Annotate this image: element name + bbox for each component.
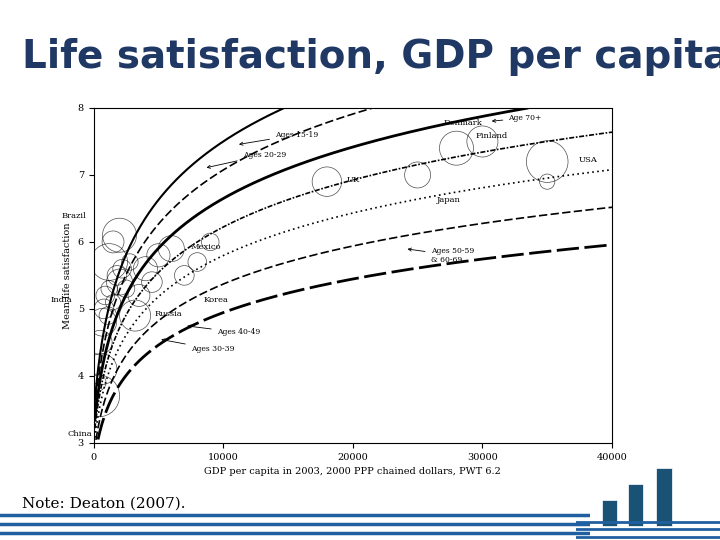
- Point: [204, 238, 216, 246]
- Point: [107, 238, 119, 246]
- Text: Korea: Korea: [204, 296, 229, 304]
- Point: [130, 311, 141, 320]
- FancyBboxPatch shape: [602, 500, 618, 526]
- Text: Life satisfaction, GDP per capita and age: Life satisfaction, GDP per capita and ag…: [22, 38, 720, 76]
- Text: Ages 50-59
& 60-69: Ages 50-59 & 60-69: [408, 247, 474, 264]
- Text: Ages 15-19: Ages 15-19: [240, 131, 318, 145]
- Point: [97, 318, 109, 327]
- Point: [114, 231, 125, 240]
- Text: Russia: Russia: [155, 309, 182, 318]
- Point: [99, 291, 111, 300]
- FancyBboxPatch shape: [657, 468, 672, 526]
- Text: Denmark: Denmark: [444, 119, 482, 127]
- Point: [91, 378, 103, 387]
- Point: [133, 291, 145, 300]
- Point: [96, 365, 107, 374]
- Point: [412, 171, 423, 179]
- Text: India: India: [51, 296, 73, 304]
- Text: Brazil: Brazil: [61, 212, 86, 220]
- Point: [104, 285, 115, 293]
- Text: Ages 40-49: Ages 40-49: [188, 325, 260, 336]
- Text: Mexico: Mexico: [191, 242, 221, 251]
- Text: Japan: Japan: [437, 195, 461, 204]
- Point: [153, 251, 164, 260]
- Text: USA: USA: [578, 156, 597, 164]
- Text: Finland: Finland: [476, 132, 508, 140]
- Text: China: China: [68, 430, 92, 438]
- Point: [140, 265, 151, 273]
- Point: [124, 258, 135, 266]
- Point: [104, 258, 115, 266]
- Point: [451, 144, 462, 152]
- Point: [477, 137, 488, 146]
- Point: [107, 298, 119, 307]
- Point: [94, 338, 106, 347]
- Point: [111, 271, 122, 280]
- Point: [166, 244, 177, 253]
- Y-axis label: Mean life satisfaction: Mean life satisfaction: [63, 222, 72, 329]
- X-axis label: GDP per capita in 2003, 2000 PPP chained dollars, PWT 6.2: GDP per capita in 2003, 2000 PPP chained…: [204, 467, 501, 476]
- Text: Note: Deaton (2007).: Note: Deaton (2007).: [22, 497, 185, 511]
- Text: UK: UK: [346, 176, 360, 184]
- FancyBboxPatch shape: [628, 484, 644, 526]
- Text: Ages 30-39: Ages 30-39: [162, 339, 234, 353]
- Point: [179, 271, 190, 280]
- Point: [117, 265, 128, 273]
- Point: [541, 157, 553, 166]
- Text: Age 70+: Age 70+: [492, 114, 541, 122]
- Point: [321, 177, 333, 186]
- Point: [541, 177, 553, 186]
- Point: [102, 311, 114, 320]
- Point: [146, 278, 158, 286]
- Text: Ages 20-29: Ages 20-29: [207, 151, 286, 168]
- Point: [120, 285, 132, 293]
- Point: [93, 392, 104, 400]
- Point: [98, 305, 109, 313]
- Point: [114, 278, 125, 286]
- Point: [192, 258, 203, 266]
